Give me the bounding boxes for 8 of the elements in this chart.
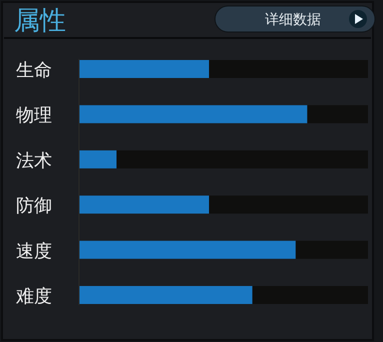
category-label: 防御 [16,196,52,217]
category-label: 物理 [16,105,52,126]
annotation: 详细数据 [265,12,321,28]
category-label: 生命 [16,60,52,81]
title: 属性 [14,6,66,36]
category-label: 速度 [16,240,52,262]
category-label: 难度 [16,286,52,307]
category-label: 法术 [16,150,52,172]
